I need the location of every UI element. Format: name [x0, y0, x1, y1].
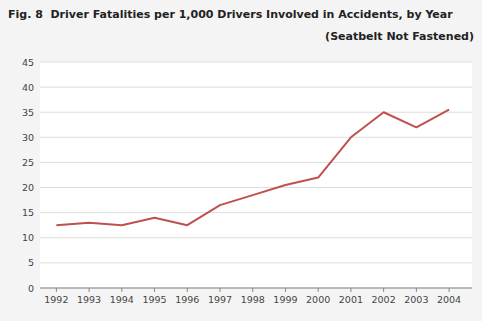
x-tick — [220, 288, 221, 292]
x-tick — [350, 288, 351, 292]
y-tick-label: 25 — [22, 157, 34, 168]
y-tick-label: 40 — [22, 82, 34, 93]
x-tick — [318, 288, 319, 292]
y-tick-label: 35 — [22, 107, 34, 118]
x-tick — [121, 288, 122, 292]
plot-area — [40, 62, 472, 288]
x-tick-label: 1998 — [241, 294, 265, 305]
y-tick-label: 20 — [22, 182, 34, 193]
x-tick-label: 2001 — [339, 294, 363, 305]
x-tick-label: 2004 — [437, 294, 461, 305]
x-tick-label: 1993 — [77, 294, 101, 305]
grid-line — [40, 237, 472, 238]
y-tick-label: 5 — [28, 257, 34, 268]
grid-line — [40, 162, 472, 163]
y-tick-label: 45 — [22, 57, 34, 68]
x-tick — [285, 288, 286, 292]
grid-line — [40, 62, 472, 63]
x-tick-label: 2000 — [306, 294, 330, 305]
x-tick — [56, 288, 57, 292]
x-tick-label: 1992 — [44, 294, 68, 305]
subtitle: (Seatbelt Not Fastened) — [325, 30, 474, 43]
x-tick-label: 1994 — [110, 294, 134, 305]
x-axis — [40, 288, 472, 289]
x-tick — [449, 288, 450, 292]
x-tick-label: 1995 — [142, 294, 166, 305]
grid-line — [40, 112, 472, 113]
chart: Fig. 8 Driver Fatalities per 1,000 Drive… — [0, 0, 482, 321]
line — [56, 110, 449, 226]
x-tick — [383, 288, 384, 292]
plot-marks — [56, 110, 449, 226]
x-tick-label: 1996 — [175, 294, 199, 305]
x-tick — [252, 288, 253, 292]
x-tick-label: 1997 — [208, 294, 232, 305]
grid-line — [40, 288, 472, 289]
x-tick — [416, 288, 417, 292]
x-tick — [89, 288, 90, 292]
x-tick — [187, 288, 188, 292]
x-tick — [154, 288, 155, 292]
title: Fig. 8 Driver Fatalities per 1,000 Drive… — [8, 8, 453, 21]
y-tick-label: 10 — [22, 232, 34, 243]
grid-line — [40, 137, 472, 138]
y-tick-label: 30 — [22, 132, 34, 143]
grid-line — [40, 87, 472, 88]
x-tick-label: 1999 — [273, 294, 297, 305]
x-tick-label: 2003 — [404, 294, 428, 305]
y-tick-label: 0 — [28, 283, 34, 294]
y-tick-label: 15 — [22, 207, 34, 218]
grid-line — [40, 262, 472, 263]
grid-line — [40, 187, 472, 188]
grid-line — [40, 212, 472, 213]
x-tick-label: 2002 — [372, 294, 396, 305]
